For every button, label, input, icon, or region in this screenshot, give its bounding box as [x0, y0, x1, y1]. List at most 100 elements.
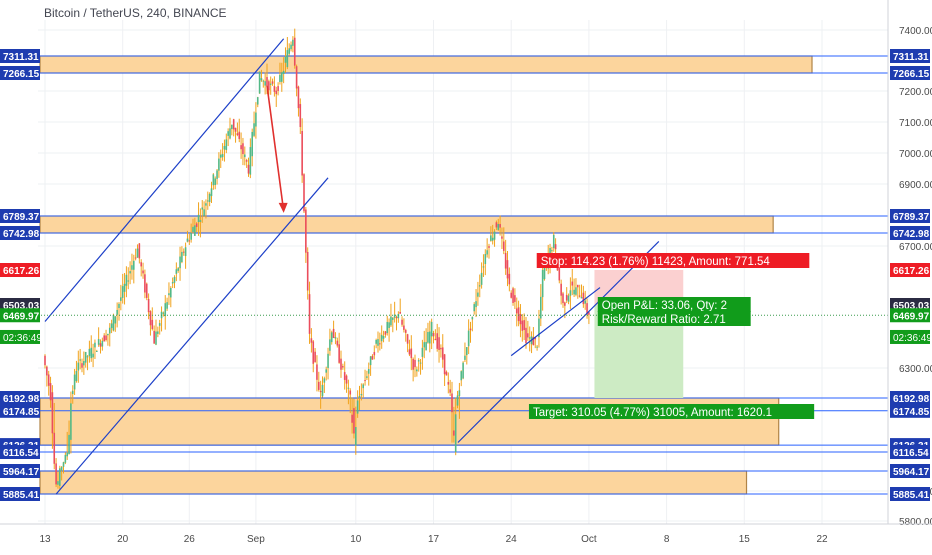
candle-body: [92, 353, 94, 358]
candle-body: [425, 342, 427, 351]
price-badge-right: [890, 49, 930, 63]
open-pl-label-text: Open P&L: 33.06, Qty: 2: [602, 300, 727, 312]
candle-body: [153, 330, 155, 344]
trend-line: [55, 177, 329, 495]
candle-body: [482, 266, 485, 268]
price-badge-left: [0, 445, 40, 459]
risk-reward-label-bg: [597, 311, 751, 326]
candle-body: [71, 390, 74, 395]
price-badge-text: 6174.85: [3, 407, 40, 418]
y-tick-label: 6300.00: [899, 364, 932, 375]
candle-body: [147, 298, 150, 313]
candle-body: [477, 292, 479, 297]
candle-body: [281, 72, 283, 82]
candle-body: [377, 339, 379, 346]
candle-body: [393, 314, 396, 318]
candle-body: [510, 292, 512, 298]
candle-body: [151, 319, 154, 330]
x-tick-label: 24: [506, 534, 518, 545]
candle-body: [108, 327, 111, 334]
candle-body: [466, 347, 468, 356]
candle-body: [440, 347, 442, 350]
candle-body: [462, 362, 464, 379]
candle-body: [504, 252, 507, 269]
candle-body: [177, 268, 179, 271]
price-badge-left: [0, 226, 40, 240]
candle-body: [410, 348, 413, 359]
countdown-text: 02:36:49: [893, 333, 932, 344]
candle-body: [541, 269, 544, 298]
candle-body: [234, 127, 237, 132]
candle-body: [345, 375, 348, 384]
candle-body: [584, 300, 586, 304]
trend-line: [457, 241, 660, 443]
price-badge-right: [890, 66, 930, 80]
candle-body: [478, 285, 481, 287]
candle-body: [247, 164, 250, 174]
candle-body: [49, 383, 52, 401]
candle-body: [94, 342, 96, 348]
candle-body: [580, 297, 583, 299]
candle-body: [534, 337, 537, 340]
candle-body: [536, 346, 538, 348]
y-tick-label: 6900.00: [899, 180, 932, 191]
price-badge-left: [0, 464, 40, 478]
y-tick-label: 7100.00: [899, 118, 932, 129]
candle-body: [325, 369, 327, 373]
candle-body: [138, 243, 141, 259]
candle-body: [491, 237, 494, 241]
candle-body: [332, 328, 335, 339]
candle-body: [188, 240, 191, 242]
candle-body: [182, 251, 185, 253]
candle-body: [490, 235, 492, 241]
price-badge-text: 7266.15: [893, 69, 930, 80]
candle-body: [96, 350, 98, 352]
price-badge-left: [0, 49, 40, 63]
candle-body: [397, 314, 400, 319]
candle-body: [57, 481, 59, 485]
candle-body: [390, 316, 392, 326]
candle-body: [382, 335, 385, 339]
price-badge-text: 5885.41: [3, 490, 40, 501]
x-tick-label: 13: [39, 534, 51, 545]
candle-body: [323, 378, 326, 383]
support-resistance-zone: [39, 470, 748, 495]
candle-body: [562, 293, 564, 304]
candle-body: [134, 257, 137, 259]
candle-body: [565, 294, 568, 301]
candle-body: [186, 238, 189, 242]
candle-body: [168, 293, 170, 296]
candle-body: [205, 203, 207, 206]
candle-body: [145, 283, 148, 298]
countdown-badge-left: [0, 329, 40, 344]
price-badge-text: 6503.03: [893, 301, 930, 312]
candle-body: [212, 174, 215, 186]
candle-body: [458, 390, 461, 397]
candle-body: [288, 48, 290, 54]
price-badge-text: 7311.31: [893, 52, 929, 63]
candle-body: [569, 290, 572, 296]
price-badge-right: [890, 487, 930, 501]
countdown-text: 02:36:49: [3, 333, 42, 344]
candle-body: [355, 427, 357, 446]
price-badge-text: 5885.41: [893, 490, 930, 501]
candle-body: [99, 343, 102, 347]
candle-body: [258, 71, 261, 94]
candle-body: [120, 297, 122, 301]
candle-body: [75, 370, 78, 382]
candle-body: [388, 322, 390, 328]
candle-body: [268, 81, 270, 91]
candle-body: [47, 374, 50, 386]
price-badge-text: 6116.54: [3, 448, 39, 459]
candle-body: [208, 193, 211, 202]
candle-body: [312, 341, 315, 364]
candle-body: [271, 81, 274, 84]
candle-body: [517, 307, 520, 322]
candle-body: [408, 349, 411, 355]
candle-body: [532, 337, 535, 346]
candle-body: [416, 369, 418, 372]
x-tick-label: 17: [428, 534, 440, 545]
candle-body: [527, 333, 529, 338]
